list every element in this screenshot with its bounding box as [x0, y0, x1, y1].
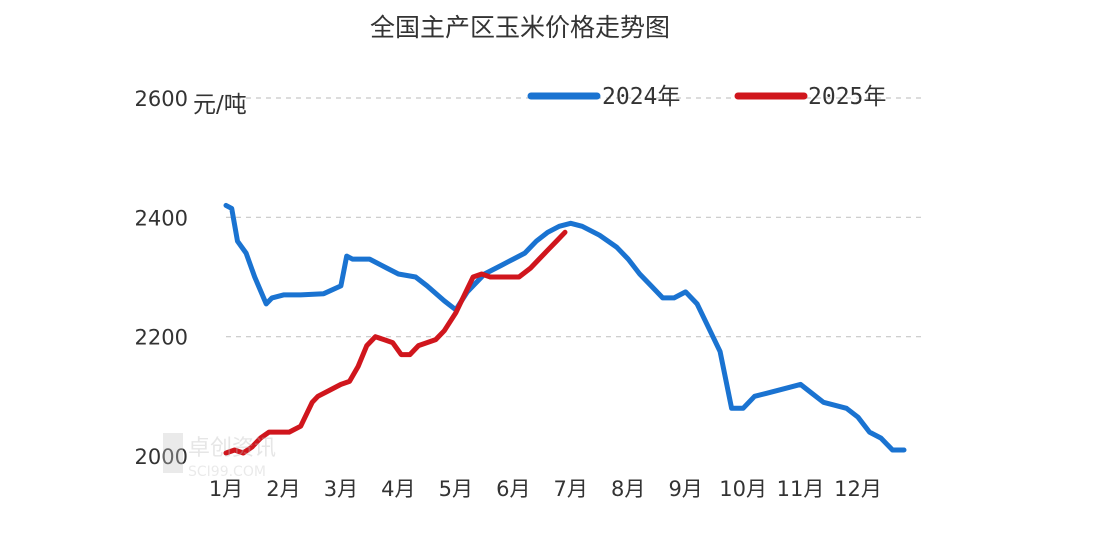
- x-tick-label: 8月: [611, 477, 645, 501]
- x-tick-label: 2月: [266, 477, 300, 501]
- x-tick-label: 5月: [439, 477, 473, 501]
- x-tick-label: 12月: [834, 477, 882, 501]
- y-tick-label: 2000: [135, 445, 188, 469]
- series-lines: [223, 202, 907, 456]
- y-axis-ticks: 2000 2200 2400 2600: [135, 87, 188, 469]
- series-line-1: [223, 202, 907, 453]
- x-tick-label: 3月: [324, 477, 358, 501]
- watermark-logo: 卓创资讯 SCI99.COM: [163, 433, 276, 480]
- chart-title: 全国主产区玉米价格走势图: [369, 13, 670, 42]
- svg-text:SCI99.COM: SCI99.COM: [188, 464, 266, 480]
- legend-label-1: 2024年: [602, 84, 680, 110]
- x-tick-label: 7月: [554, 477, 588, 501]
- x-axis-ticks: 1月 2月 3月 4月 5月 6月 7月 8月 9月 10月 11月 12月: [209, 477, 882, 501]
- y-tick-label: 2200: [135, 326, 188, 350]
- x-tick-label: 4月: [381, 477, 415, 501]
- legend-label-2: 2025年: [808, 84, 886, 110]
- x-tick-label: 9月: [668, 477, 702, 501]
- x-tick-label: 1月: [209, 477, 243, 501]
- svg-text:卓创资讯: 卓创资讯: [188, 436, 276, 461]
- x-tick-label: 6月: [496, 477, 530, 501]
- x-tick-label: 10月: [719, 477, 767, 501]
- y-tick-label: 2400: [135, 206, 188, 230]
- y-tick-label: 2600: [135, 87, 188, 111]
- series-line-2: [223, 229, 568, 456]
- legend: 2024年 2025年: [527, 84, 886, 110]
- gridlines: [226, 97, 922, 338]
- y-axis-label: 元/吨: [193, 92, 247, 118]
- x-tick-label: 11月: [777, 477, 825, 501]
